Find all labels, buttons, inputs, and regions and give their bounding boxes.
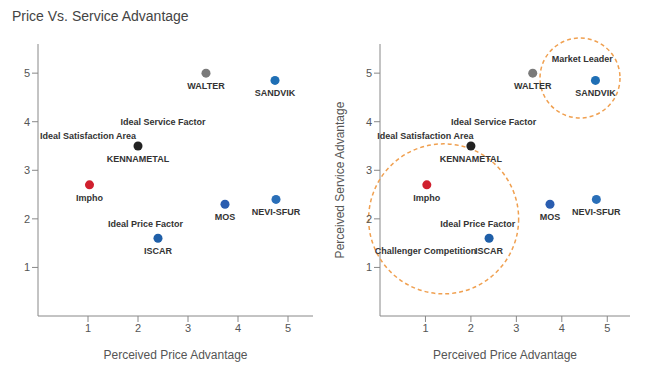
- svg-text:Ideal Price Factor: Ideal Price Factor: [108, 219, 184, 229]
- svg-text:5: 5: [366, 67, 372, 79]
- svg-text:Perceived Service Advantage: Perceived Service Advantage: [333, 101, 347, 258]
- svg-text:2: 2: [135, 322, 141, 334]
- svg-text:Impho: Impho: [76, 193, 103, 203]
- svg-text:Perceived Price Advantage: Perceived Price Advantage: [433, 348, 577, 362]
- svg-text:1: 1: [366, 261, 372, 273]
- svg-text:4: 4: [559, 322, 565, 334]
- svg-text:Ideal Satisfaction Area: Ideal Satisfaction Area: [40, 131, 137, 141]
- svg-text:Ideal Price Factor: Ideal Price Factor: [440, 219, 516, 229]
- svg-text:5: 5: [604, 322, 610, 334]
- svg-text:SANDVIK: SANDVIK: [575, 88, 616, 98]
- svg-text:4: 4: [24, 116, 30, 128]
- svg-text:2: 2: [366, 213, 372, 225]
- svg-text:MOS: MOS: [540, 212, 561, 222]
- svg-text:1: 1: [24, 261, 30, 273]
- html-text:Price Vs. Service Advantage: Price Vs. Service Advantage: [12, 8, 189, 24]
- svg-text:4: 4: [235, 322, 241, 334]
- svg-text:Impho: Impho: [413, 193, 440, 203]
- svg-text:5: 5: [285, 322, 291, 334]
- svg-text:ISCAR: ISCAR: [144, 246, 173, 256]
- svg-text:KENNAMETAL: KENNAMETAL: [440, 154, 503, 164]
- svg-text:4: 4: [366, 116, 372, 128]
- svg-text:3: 3: [366, 164, 372, 176]
- svg-text:Ideal Satisfaction Area: Ideal Satisfaction Area: [377, 131, 474, 141]
- svg-text:KENNAMETAL: KENNAMETAL: [107, 154, 170, 164]
- svg-text:3: 3: [185, 322, 191, 334]
- svg-text:1: 1: [422, 322, 428, 334]
- svg-text:5: 5: [24, 67, 30, 79]
- svg-text:Market Leader: Market Leader: [552, 54, 614, 64]
- svg-text:WALTER: WALTER: [514, 81, 552, 91]
- svg-text:ISCAR: ISCAR: [475, 246, 504, 256]
- svg-text:2: 2: [468, 322, 474, 334]
- svg-text:MOS: MOS: [215, 212, 236, 222]
- svg-text:Ideal Service Factor: Ideal Service Factor: [451, 117, 537, 127]
- svg-text:3: 3: [24, 164, 30, 176]
- svg-text:SANDVIK: SANDVIK: [255, 88, 296, 98]
- svg-text:3: 3: [513, 322, 519, 334]
- svg-text:Perceived Price Advantage: Perceived Price Advantage: [103, 348, 247, 362]
- svg-text:Ideal Service Factor: Ideal Service Factor: [120, 117, 206, 127]
- svg-text:Challenger Competition: Challenger Competition: [375, 246, 477, 256]
- svg-text:1: 1: [85, 322, 91, 334]
- svg-text:NEVI-SFUR: NEVI-SFUR: [252, 207, 301, 217]
- svg-text:WALTER: WALTER: [187, 81, 225, 91]
- svg-text:2: 2: [24, 213, 30, 225]
- svg-text:NEVI-SFUR: NEVI-SFUR: [572, 207, 621, 217]
